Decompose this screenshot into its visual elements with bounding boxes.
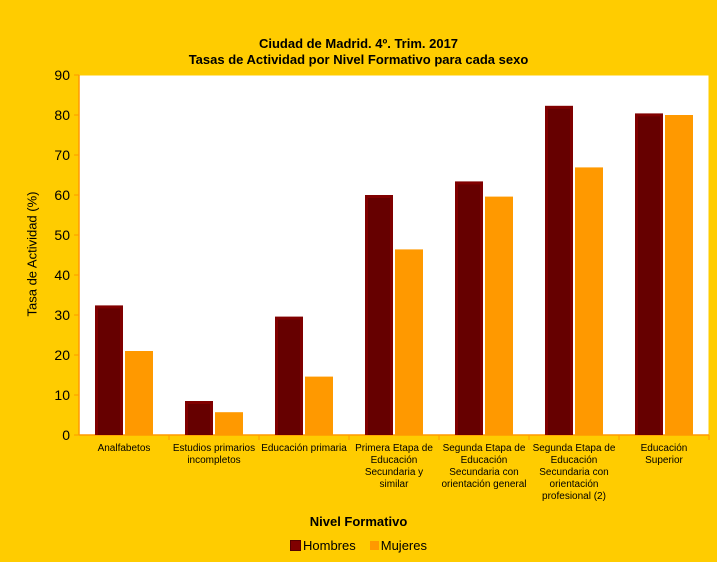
bar-hombres-shade bbox=[638, 116, 660, 436]
plot-background bbox=[78, 74, 710, 436]
chart-title: Ciudad de Madrid. 4º. Trim. 2017 bbox=[258, 36, 459, 51]
x-tick-label: Segunda Etapa de Educación Secundaria co… bbox=[441, 443, 527, 490]
legend-swatch-hombres bbox=[290, 540, 301, 551]
y-tick-label: 80 bbox=[54, 107, 70, 123]
y-tick-label: 30 bbox=[54, 307, 70, 323]
legend-swatch-mujeres bbox=[369, 541, 379, 550]
bar-hombres-shade bbox=[188, 404, 210, 435]
bar-mujeres bbox=[125, 351, 153, 435]
y-tick-label: 40 bbox=[54, 267, 70, 283]
x-tick-label: Primera Etapa de Educación Secundaria y … bbox=[355, 443, 433, 490]
x-tick-label: Analfabetos bbox=[97, 443, 151, 454]
legend: Hombres Mujeres bbox=[0, 538, 717, 553]
y-tick-label: 10 bbox=[54, 387, 70, 403]
legend-label-mujeres: Mujeres bbox=[380, 538, 427, 553]
bar-mujeres bbox=[215, 412, 243, 435]
bar-hombres-shade bbox=[458, 184, 480, 435]
legend-label-hombres: Hombres bbox=[303, 538, 356, 553]
x-tick-label: Educación Superior bbox=[640, 443, 688, 466]
legend-item-mujeres: Mujeres bbox=[369, 538, 427, 553]
y-tick-label: 60 bbox=[54, 187, 70, 203]
y-tick-label: 90 bbox=[54, 67, 70, 83]
y-tick-label: 70 bbox=[54, 147, 70, 163]
bar-mujeres bbox=[665, 115, 693, 435]
bar-hombres-shade bbox=[98, 308, 120, 435]
chart-subtitle: Tasas de Actividad por Nivel Formativo p… bbox=[188, 52, 529, 67]
bar-mujeres bbox=[575, 167, 603, 435]
bar-hombres-shade bbox=[368, 198, 390, 435]
legend-item-hombres: Hombres bbox=[290, 538, 356, 553]
y-axis-label: Tasa de Actividad (%) bbox=[24, 191, 40, 317]
x-tick-label: Estudios primarios incompletos bbox=[172, 443, 256, 466]
bar-hombres-shade bbox=[548, 108, 570, 436]
bar-mujeres bbox=[305, 376, 333, 435]
x-tick-label: Educación primaria bbox=[261, 443, 347, 454]
bar-mujeres bbox=[395, 249, 423, 435]
x-tick-label: Segunda Etapa de Educación Secundaria co… bbox=[532, 443, 616, 502]
y-tick-label: 20 bbox=[54, 347, 70, 363]
bar-mujeres bbox=[485, 196, 513, 435]
y-tick-label: 0 bbox=[62, 427, 70, 443]
y-tick-label: 50 bbox=[54, 227, 70, 243]
x-axis-label: Nivel Formativo bbox=[309, 514, 408, 529]
bar-hombres-shade bbox=[278, 319, 300, 435]
